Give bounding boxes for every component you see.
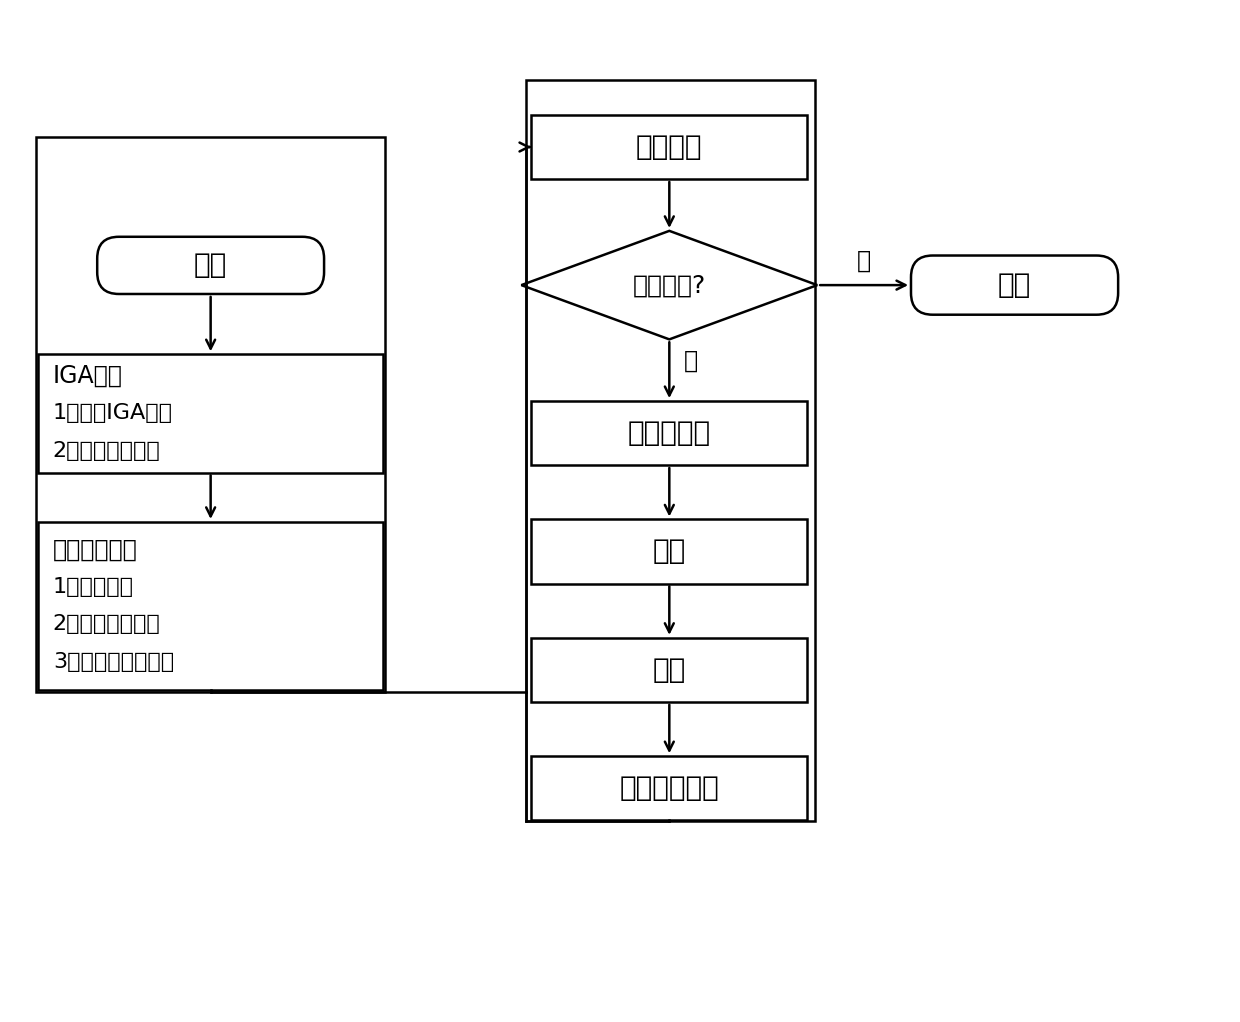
Text: 优化: 优化 bbox=[652, 656, 686, 684]
Bar bbox=[531, 756, 807, 821]
Bar bbox=[531, 519, 807, 584]
Text: 是: 是 bbox=[857, 248, 872, 272]
Text: 1）建立IGA模型: 1）建立IGA模型 bbox=[53, 404, 172, 423]
Text: 1）定义目标: 1）定义目标 bbox=[53, 577, 134, 597]
Bar bbox=[531, 114, 807, 179]
Bar bbox=[526, 80, 816, 821]
Text: 结果收敛?: 结果收敛? bbox=[632, 273, 706, 297]
Bar bbox=[531, 638, 807, 702]
Polygon shape bbox=[521, 231, 817, 339]
Text: 否: 否 bbox=[684, 350, 698, 373]
Text: IGA建模: IGA建模 bbox=[53, 364, 123, 388]
FancyBboxPatch shape bbox=[97, 237, 324, 294]
Text: 2）定义设计约束: 2）定义设计约束 bbox=[53, 614, 160, 635]
Bar bbox=[38, 355, 383, 472]
Text: 3）设计变量初始化: 3）设计变量初始化 bbox=[53, 652, 174, 671]
Text: 灵敏度分析: 灵敏度分析 bbox=[627, 419, 711, 447]
Text: 结构分析: 结构分析 bbox=[636, 133, 703, 161]
Text: 2）设置边界条件: 2）设置边界条件 bbox=[53, 440, 160, 461]
Bar bbox=[531, 401, 807, 465]
Text: 开始: 开始 bbox=[193, 251, 227, 279]
Text: 结束: 结束 bbox=[998, 271, 1032, 299]
Text: 逼近: 逼近 bbox=[652, 538, 686, 565]
Bar bbox=[36, 137, 386, 692]
FancyBboxPatch shape bbox=[911, 256, 1118, 315]
Text: 更新设计变量: 更新设计变量 bbox=[620, 775, 719, 802]
Text: 定义优化问题: 定义优化问题 bbox=[53, 538, 138, 561]
Bar bbox=[38, 522, 383, 690]
